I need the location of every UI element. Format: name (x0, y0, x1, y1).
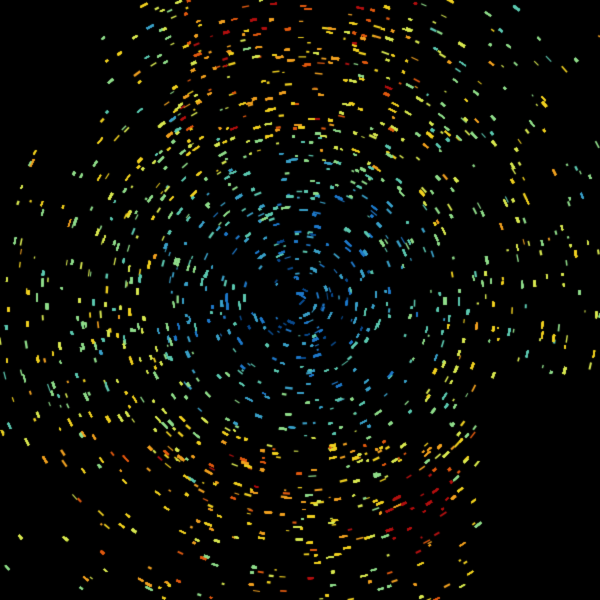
radar-image (0, 0, 600, 600)
